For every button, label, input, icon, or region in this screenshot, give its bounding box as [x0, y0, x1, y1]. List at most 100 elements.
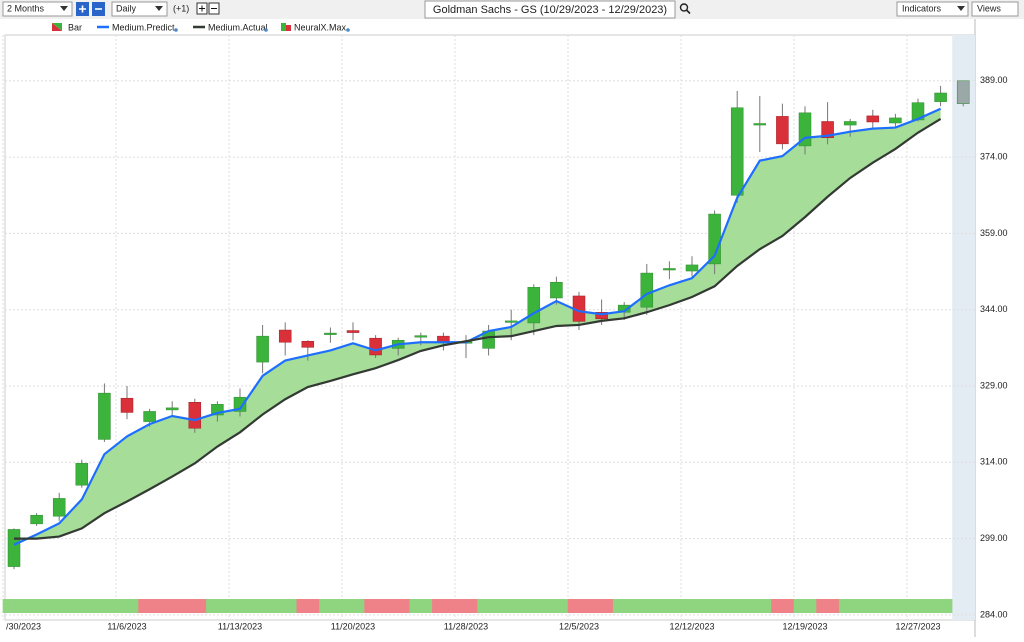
spread-area — [14, 108, 941, 545]
signal-segment — [454, 599, 478, 613]
x-tick-label: 12/27/2023 — [895, 621, 940, 631]
y-tick-label: 389.00 — [980, 75, 1008, 85]
legend-icon — [52, 23, 62, 31]
signal-segment — [70, 599, 94, 613]
candle-body — [821, 121, 834, 139]
forecast-region — [952, 35, 975, 620]
y-tick-label: 284.00 — [980, 609, 1008, 619]
candle-body — [211, 404, 224, 416]
y-tick-label: 314.00 — [980, 457, 1008, 467]
legend-label: Medium.Actual — [208, 22, 268, 32]
signal-segment — [499, 599, 523, 613]
signal-segment — [138, 599, 162, 613]
series-line — [13, 107, 942, 546]
candle-body — [843, 121, 857, 126]
interval-select[interactable] — [111, 1, 168, 17]
signal-segment — [861, 599, 885, 613]
offset: (+1) — [173, 3, 189, 13]
signal-segment — [658, 599, 682, 613]
y-tick-label: 374.00 — [980, 151, 1008, 161]
signal-segment — [906, 599, 930, 613]
candle-body — [776, 116, 789, 145]
candle-body — [956, 80, 970, 104]
x-tick-label: 11/20/2023 — [331, 621, 375, 631]
candle-body — [550, 281, 563, 299]
candle-body — [934, 92, 947, 102]
candle-body — [278, 329, 292, 343]
candle-body — [165, 407, 179, 411]
signal-segment — [228, 599, 252, 613]
candle-body — [753, 123, 767, 126]
candle-body — [369, 337, 382, 356]
signal-segment — [115, 599, 139, 613]
signal-segment — [680, 599, 704, 613]
signal-segment — [296, 599, 320, 613]
period-select[interactable] — [2, 1, 73, 17]
x-tick-label: 12/12/2023 — [669, 621, 714, 631]
y-tick-label: 329.00 — [980, 380, 1008, 390]
candle-body — [414, 335, 428, 338]
x-tick-label: 12/19/2023 — [782, 621, 827, 631]
signal-segment — [25, 599, 49, 613]
interval: Daily — [116, 3, 137, 13]
period: 2 Months — [7, 3, 45, 13]
signal-segment — [816, 599, 840, 613]
symbol-box[interactable] — [424, 0, 676, 19]
candle-body — [98, 392, 111, 440]
dropdown-arrow — [60, 6, 68, 11]
candle-body — [7, 529, 21, 567]
candle-body — [504, 320, 518, 323]
candle-body — [527, 287, 541, 324]
plus-icon — [79, 5, 86, 13]
signal-segment — [522, 599, 546, 613]
x-tick-label: 11/13/2023 — [218, 621, 262, 631]
x-tick-label: 11/28/2023 — [444, 621, 488, 631]
candle-body — [730, 107, 744, 196]
candle-body — [346, 330, 360, 333]
signal-segment — [409, 599, 433, 613]
signal-segment — [319, 599, 343, 613]
legend-dot — [174, 28, 178, 32]
y-tick-label: 299.00 — [980, 533, 1008, 543]
candle-body — [120, 397, 134, 413]
candle-body — [324, 332, 337, 335]
signal-segment — [206, 599, 230, 613]
x-tick-label: /30/2023 — [6, 621, 41, 631]
search-icon — [685, 9, 691, 15]
signal-segment — [771, 599, 795, 613]
signal-segment — [545, 599, 569, 613]
legend-dot — [346, 28, 350, 32]
legend-label: NeuralX.Max — [294, 22, 347, 32]
signal-segment — [47, 599, 71, 613]
series-line — [14, 117, 942, 540]
search-icon[interactable] — [679, 3, 689, 12]
signal-segment — [725, 599, 749, 613]
candle-body — [75, 463, 89, 486]
signal-segment — [273, 599, 297, 613]
signal-segment — [341, 599, 365, 613]
candle-body — [437, 335, 450, 342]
symbol-title: Goldman Sachs - GS (10/29/2023 - 12/29/2… — [433, 4, 667, 16]
candle-body — [640, 272, 654, 308]
legend-icon — [286, 25, 291, 31]
signal-segment — [364, 599, 388, 613]
legend-icon — [281, 23, 286, 31]
signal-segment — [612, 599, 636, 613]
candle-body — [663, 268, 676, 271]
views-button[interactable] — [971, 1, 1019, 17]
signal-segment — [432, 599, 456, 613]
signal-segment — [183, 599, 207, 613]
indicators-button[interactable] — [896, 1, 969, 17]
signal-segment — [93, 599, 117, 613]
candle-body — [143, 411, 156, 422]
candle-body — [866, 115, 880, 123]
dropdown-arrow — [957, 6, 965, 11]
plus-icon — [199, 5, 205, 12]
candle-body — [595, 311, 608, 320]
views: Views — [977, 3, 1001, 13]
candle-body — [52, 498, 66, 517]
signal-segment — [838, 599, 862, 613]
signal-segment — [929, 599, 953, 613]
signal-segment — [703, 599, 727, 613]
